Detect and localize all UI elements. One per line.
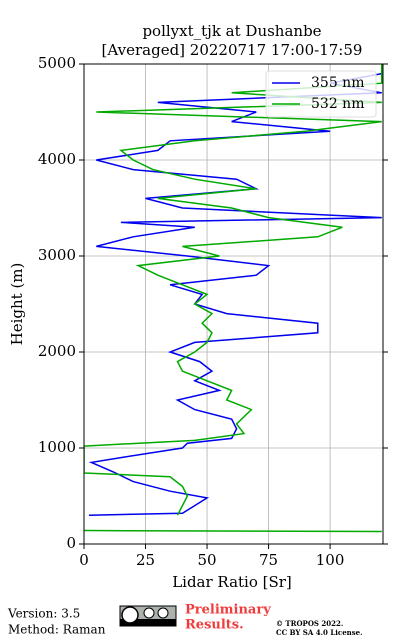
- axes-frame: [83, 63, 384, 545]
- y-axis-label: Height (m): [8, 263, 26, 346]
- chart-subtitle: [Averaged] 20220717 17:00-17:59: [102, 41, 363, 59]
- chart-title: pollyxt_tjk at Dushanbe: [142, 22, 321, 40]
- legend-label: 355 nm: [311, 75, 364, 91]
- copyright: CC BY SA 4.0 License.: [276, 628, 363, 637]
- method: Method: Raman: [8, 623, 106, 637]
- y-tick-label: 4000: [38, 150, 76, 168]
- status: Preliminary: [185, 603, 271, 618]
- x-axis-label: Lidar Ratio [Sr]: [172, 573, 292, 591]
- y-tick-label: 3000: [38, 246, 76, 264]
- x-tick-label: 50: [197, 551, 216, 569]
- y-tick-label: 1000: [38, 438, 76, 456]
- data-line: [88, 64, 383, 516]
- copyright: © TROPOS 2022.: [276, 619, 343, 628]
- x-tick-label: 100: [316, 551, 345, 569]
- x-tick-label: 25: [136, 551, 155, 569]
- legend-label: 532 nm: [311, 96, 364, 112]
- y-tick-label: 5000: [38, 54, 76, 72]
- y-tick-label: 0: [66, 534, 76, 552]
- version: Version: 3.5: [7, 607, 80, 621]
- x-tick-label: 0: [79, 551, 89, 569]
- status: Results.: [185, 618, 244, 633]
- cc-icon: [119, 605, 177, 627]
- y-tick-label: 2000: [38, 342, 76, 360]
- data-line: [84, 64, 383, 533]
- x-tick-label: 75: [259, 551, 278, 569]
